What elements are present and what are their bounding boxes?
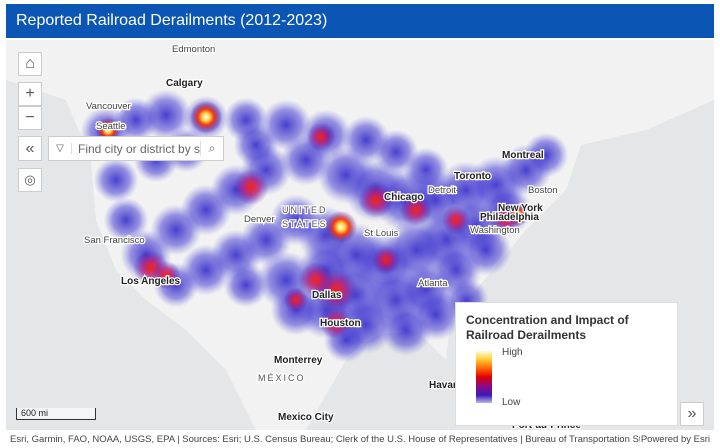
- heat-blob: [140, 89, 192, 141]
- legend-high: High: [502, 347, 523, 358]
- city-label: Denver: [244, 214, 275, 225]
- map-canvas: Edmonton Calgary Vancouver Seattle San F…: [6, 40, 714, 430]
- city-label: Los Angeles: [121, 276, 181, 287]
- heat-blob: [151, 260, 181, 290]
- city-label: Washington: [470, 225, 520, 236]
- scale-bar: 600 mi: [16, 408, 96, 420]
- attribution-bar: Esri, Garmin, FAO, NOAA, USGS, EPA | Sou…: [6, 432, 714, 448]
- home-button[interactable]: ⌂: [18, 52, 42, 76]
- search-button[interactable]: ⌕: [200, 141, 223, 156]
- heat-blob: [460, 224, 512, 276]
- heat-blob: [441, 205, 471, 235]
- city-label: Houston: [320, 318, 361, 329]
- city-label: New York: [498, 203, 543, 214]
- city-label: Philadelphia: [480, 212, 539, 223]
- city-label: Mexico City: [278, 412, 334, 423]
- city-label: Dallas: [312, 290, 342, 301]
- legend-ramp: [476, 351, 492, 403]
- heat-blob: [319, 306, 353, 340]
- city-label: Calgary: [166, 78, 203, 89]
- heat-blob: [371, 245, 401, 275]
- heat-blob: [298, 262, 334, 298]
- city-label: Montreal: [502, 150, 544, 161]
- country-label: STATES: [282, 219, 328, 229]
- city-label: Chicago: [384, 192, 423, 203]
- city-label: Toronto: [454, 171, 491, 182]
- attribution: Esri, Garmin, FAO, NOAA, USGS, EPA | Sou…: [10, 434, 640, 445]
- legend-title: Concentration and Impact of Railroad Der…: [466, 313, 629, 342]
- heat-blob: [399, 193, 433, 227]
- search-input[interactable]: Find city or district by state: [78, 141, 200, 156]
- heat-blob: [324, 210, 358, 244]
- search-box[interactable]: ▽ Find city or district by state ⌕: [48, 136, 224, 161]
- city-label: Seattle: [96, 121, 126, 132]
- search-dropdown[interactable]: ▽: [49, 143, 72, 154]
- city-label: Monterrey: [274, 355, 323, 366]
- heat-blob: [233, 122, 279, 168]
- collapse-button[interactable]: «: [18, 136, 42, 161]
- expand-button[interactable]: »: [680, 402, 704, 426]
- city-label: Vancouver: [86, 101, 131, 112]
- city-label: San Francisco: [84, 235, 145, 246]
- zoom-out-button[interactable]: −: [18, 106, 42, 130]
- heat-blob: [507, 204, 529, 226]
- heat-blob: [358, 182, 394, 218]
- legend: Concentration and Impact of Railroad Der…: [455, 302, 678, 426]
- heat-blob: [223, 262, 269, 308]
- city-label: Boston: [528, 185, 558, 196]
- heat-blob: [306, 122, 336, 152]
- legend-low: Low: [502, 397, 521, 408]
- city-label: Detroit: [428, 185, 456, 196]
- heat-blob: [189, 100, 223, 134]
- heat-blob: [93, 157, 139, 203]
- city-label: Edmonton: [172, 44, 215, 55]
- city-label: St Louis: [364, 228, 399, 239]
- heat-blob: [283, 287, 309, 313]
- heat-blob: [403, 147, 449, 193]
- city-label: Atlanta: [418, 278, 448, 289]
- zoom-in-button[interactable]: +: [18, 82, 42, 106]
- heat-blob: [233, 169, 269, 205]
- country-label: UNITED: [282, 205, 328, 215]
- locate-button[interactable]: ◎: [18, 168, 42, 192]
- powered-by[interactable]: Powered by Esri: [640, 434, 710, 445]
- title-bar: Reported Railroad Derailments (2012-2023…: [6, 4, 714, 38]
- heat-blob: [523, 132, 569, 178]
- country-label: MÉXICO: [258, 373, 306, 383]
- map[interactable]: Edmonton Calgary Vancouver Seattle San F…: [6, 40, 714, 430]
